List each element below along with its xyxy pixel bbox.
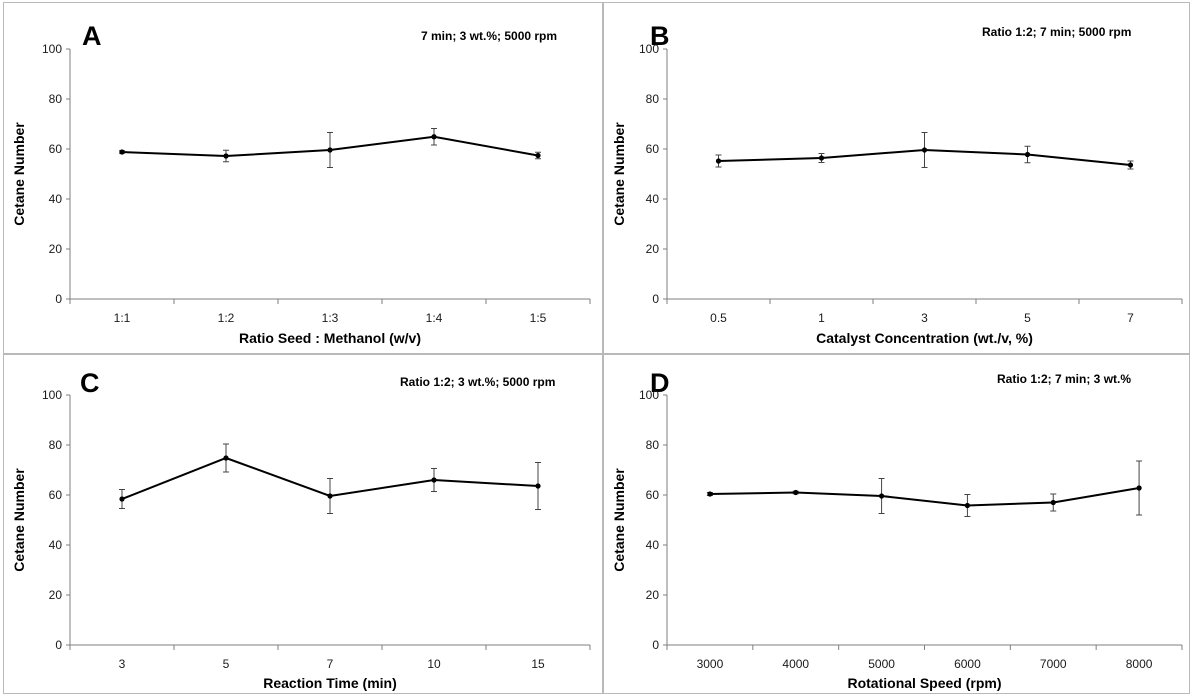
y-axis-title: Cetane Number — [611, 122, 627, 226]
x-tick-label: 5 — [1024, 311, 1031, 325]
y-tick-label: 20 — [646, 588, 660, 602]
x-axis-title: Ratio Seed : Methanol (w/v) — [239, 330, 421, 346]
x-tick-label: 5 — [223, 657, 230, 671]
y-tick-label: 80 — [646, 438, 660, 452]
series-line — [709, 487, 1140, 507]
data-point — [1136, 485, 1142, 491]
x-tick-label: 1:1 — [114, 311, 131, 325]
y-tick-label: 80 — [49, 438, 63, 452]
chart-panel-b: B Ratio 1:2; 7 min; 5000 rpm 0 20 40 60 80 10… — [603, 2, 1190, 354]
x-tick-label: 5000 — [868, 657, 895, 671]
data-point — [535, 483, 541, 489]
x-tick-label: 3 — [119, 657, 126, 671]
data-point — [964, 502, 971, 509]
x-tick-label: 1:2 — [218, 311, 235, 325]
panel-letter: C — [80, 368, 100, 398]
panel-condition: Ratio 1:2; 7 min; 5000 rpm — [982, 25, 1132, 39]
y-tick-label: 0 — [55, 638, 62, 652]
y-tick-label: 100 — [639, 388, 659, 402]
y-tick-label: 100 — [42, 388, 62, 402]
panel-condition: Ratio 1:2; 3 wt.%; 5000 rpm — [400, 375, 556, 389]
y-tick-label: 60 — [49, 142, 63, 156]
data-point — [1050, 499, 1056, 506]
x-tick-label: 0.5 — [710, 311, 727, 325]
panel-condition: 7 min; 3 wt.%; 5000 rpm — [421, 29, 558, 43]
data-point — [707, 491, 713, 497]
y-tick-label: 80 — [646, 92, 660, 106]
y-tick-label: 60 — [49, 488, 63, 502]
x-tick-label: 1 — [818, 311, 825, 325]
panel-condition: Ratio 1:2; 7 min; 3 wt.% — [997, 372, 1132, 386]
y-tick-label: 40 — [646, 538, 660, 552]
data-point — [535, 152, 541, 159]
y-tick-label: 40 — [49, 192, 63, 206]
y-tick-label: 100 — [639, 42, 659, 56]
y-axis-title: Cetane Number — [611, 468, 627, 572]
x-axis-title: Rotational Speed (rpm) — [847, 675, 1001, 691]
chart-svg: 0 20 40 60 80 100 1:1 1:2 1:3 1:4 1:5 Ratio Seed : … — [11, 42, 591, 346]
data-point — [119, 149, 125, 155]
x-tick-label: 6000 — [954, 657, 981, 671]
y-tick-label: 60 — [646, 142, 660, 156]
x-tick-label: 15 — [531, 657, 545, 671]
data-point — [878, 493, 885, 499]
y-tick-label: 0 — [652, 638, 659, 652]
data-point — [715, 158, 722, 164]
data-point — [431, 477, 437, 483]
panel-letter: D — [650, 368, 670, 398]
data-point — [1127, 162, 1134, 168]
y-tick-label: 40 — [646, 192, 660, 206]
y-tick-label: 20 — [49, 242, 63, 256]
x-axis-title: Catalyst Concentration (wt./v, %) — [816, 330, 1033, 346]
panel-letter: A — [82, 21, 102, 51]
data-point — [223, 455, 229, 461]
x-tick-label: 1:4 — [426, 311, 443, 325]
x-tick-label: 10 — [427, 657, 441, 671]
x-tick-label: 7 — [327, 657, 334, 671]
y-tick-label: 100 — [42, 42, 62, 56]
chart-svg: 0 20 40 60 80 100 3 5 7 10 15 Reaction Time (min) Ce… — [11, 388, 591, 691]
x-tick-label: 3000 — [697, 657, 724, 671]
chart-svg: 0 20 40 60 80 100 3000 4000 5000 6000 7000 8000 Rota… — [611, 388, 1183, 691]
y-tick-label: 20 — [49, 588, 63, 602]
y-tick-label: 80 — [49, 92, 63, 106]
x-tick-label: 7 — [1127, 311, 1134, 325]
x-tick-label: 7000 — [1040, 657, 1067, 671]
data-point — [119, 496, 125, 502]
data-point — [327, 493, 333, 499]
data-point — [431, 134, 437, 140]
data-point — [1024, 151, 1031, 158]
y-axis-title: Cetane Number — [11, 122, 27, 226]
chart-panel-c: C Ratio 1:2; 3 wt.%; 5000 rpm 0 20 40 60 80 1… — [3, 354, 603, 694]
data-point — [921, 147, 928, 153]
x-tick-label: 1:3 — [322, 311, 339, 325]
chart-panel-d: D Ratio 1:2; 7 min; 3 wt.% 0 20 40 60 80 100 3… — [603, 354, 1190, 694]
x-tick-label: 3 — [921, 311, 928, 325]
y-axis-title: Cetane Number — [11, 468, 27, 572]
y-tick-label: 0 — [652, 292, 659, 306]
data-point — [818, 155, 825, 161]
y-tick-label: 40 — [49, 538, 63, 552]
data-point — [223, 153, 229, 159]
x-axis-title: Reaction Time (min) — [263, 675, 397, 691]
x-tick-label: 4000 — [782, 657, 809, 671]
data-point — [327, 147, 333, 153]
x-tick-label: 8000 — [1126, 657, 1153, 671]
panel-letter: B — [650, 21, 670, 51]
y-tick-label: 20 — [646, 242, 660, 256]
chart-panel-a: A 7 min; 3 wt.%; 5000 rpm 0 20 40 60 80 100 1:… — [3, 2, 603, 354]
y-tick-label: 60 — [646, 488, 660, 502]
chart-svg: 0 20 40 60 80 100 0.5 1 3 5 7 Catalyst Concentratio… — [611, 42, 1183, 346]
data-point — [793, 489, 799, 496]
y-tick-label: 0 — [55, 292, 62, 306]
x-tick-label: 1:5 — [530, 311, 547, 325]
